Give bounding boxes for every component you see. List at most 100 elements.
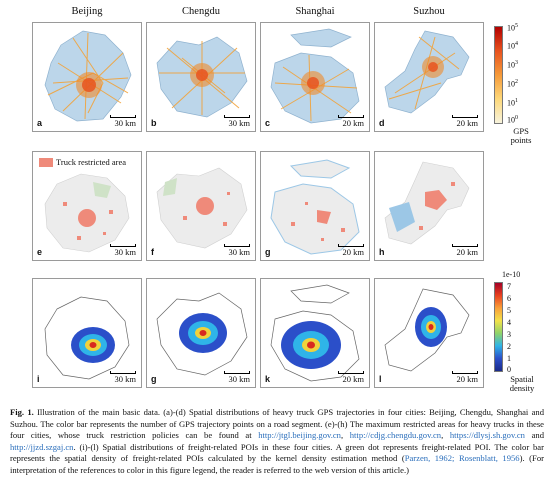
scale-label: 20 km — [342, 374, 365, 384]
panel-letter: g — [151, 374, 157, 384]
panel-b-gps-chengdu: b 30 km — [146, 22, 256, 132]
panel-l-density-suzhou: l 20 km — [374, 278, 484, 388]
density-tick-0: 0 — [507, 365, 511, 374]
density-map-shanghai — [270, 284, 360, 382]
caption-sep-3: and — [524, 430, 545, 441]
scale-label: 30 km — [228, 374, 251, 384]
panel-k-density-shanghai: k 20 km — [260, 278, 370, 388]
gps-map-suzhou — [384, 30, 470, 114]
caption-text-2: . (i)-(l) Spatial distributions of freig… — [10, 441, 544, 464]
figure-label: Fig. 1. — [10, 407, 34, 417]
gps-tick-1e4: 104 — [507, 41, 518, 51]
scale-bar — [110, 371, 136, 374]
figure-caption: Fig. 1. Illustration of the main basic d… — [10, 407, 544, 477]
density-tick-5: 5 — [507, 306, 511, 315]
panel-letter: k — [265, 374, 271, 384]
scale-bar — [224, 371, 250, 374]
scale-label: 20 km — [342, 247, 365, 257]
density-tick-6: 6 — [507, 294, 511, 303]
panel-d-gps-suzhou: d 20 km — [374, 22, 484, 132]
panel-j-density-chengdu: g 30 km — [146, 278, 256, 388]
truck-area-legend-label: Truck restricted area — [56, 157, 127, 167]
truck-area-swatch — [39, 157, 53, 167]
panel-i-density-beijing: i 30 km — [32, 278, 142, 388]
panel-letter: h — [379, 247, 385, 257]
gps-tick-1e0: 100 — [507, 115, 518, 125]
scale-bar — [110, 244, 136, 247]
density-colorbar-gradient — [494, 282, 503, 372]
panel-h-restricted-suzhou: h 20 km — [374, 151, 484, 261]
density-map-chengdu — [156, 292, 248, 376]
scale-bar — [224, 244, 250, 247]
caption-sep-2: , — [441, 430, 450, 441]
density-map-suzhou — [384, 288, 470, 372]
column-header-chengdu: Chengdu — [182, 6, 220, 17]
caption-text-1: Illustration of the main basic data. (a)… — [10, 407, 544, 441]
restricted-map-suzhou — [384, 161, 470, 245]
scale-bar — [452, 371, 478, 374]
gps-colorbar-gradient — [494, 26, 503, 124]
restricted-map-beijing — [44, 173, 130, 253]
restricted-map-shanghai — [270, 159, 360, 255]
density-colorbar-top-label: 1e-10 — [502, 270, 521, 279]
panel-letter: l — [379, 374, 382, 384]
density-colorbar-title: Spatial density — [509, 374, 535, 393]
panel-c-gps-shanghai: c 20 km — [260, 22, 370, 132]
scale-label: 20 km — [456, 118, 479, 128]
scale-label: 30 km — [114, 247, 137, 257]
panel-letter: c — [265, 118, 271, 128]
column-header-shanghai: Shanghai — [295, 6, 335, 17]
density-tick-1: 1 — [507, 354, 511, 363]
column-header-beijing: Beijing — [71, 6, 103, 17]
density-map-beijing — [44, 296, 130, 380]
density-colorbar: 1e-10 7 6 5 4 3 2 1 0 Spatial density — [494, 270, 550, 394]
gps-colorbar-title: GPS points — [510, 126, 532, 145]
panel-e-restricted-beijing: Truck restricted area e 30 km — [32, 151, 142, 261]
restricted-map-chengdu — [156, 167, 248, 249]
density-tick-4: 4 — [507, 318, 511, 327]
scale-bar — [338, 244, 364, 247]
link-suzhou[interactable]: http://jjzd.szgaj.cn — [10, 441, 74, 452]
caption-sep-1: , — [340, 430, 350, 441]
scale-bar — [452, 115, 478, 118]
panel-letter: a — [37, 118, 43, 128]
scale-bar — [224, 115, 250, 118]
scale-label: 30 km — [114, 118, 137, 128]
panel-g-restricted-shanghai: g 20 km — [260, 151, 370, 261]
gps-tick-1e5: 105 — [507, 23, 518, 33]
scale-label: 30 km — [114, 374, 137, 384]
density-tick-3: 3 — [507, 330, 511, 339]
panel-f-restricted-chengdu: f 30 km — [146, 151, 256, 261]
link-beijing[interactable]: http://jtgl.beijing.gov.cn — [258, 430, 341, 441]
column-header-suzhou: Suzhou — [413, 6, 445, 17]
gps-colorbar: 105 104 103 102 101 100 GPS points — [494, 23, 550, 146]
scale-label: 20 km — [342, 118, 365, 128]
scale-label: 30 km — [228, 118, 251, 128]
scale-bar — [338, 115, 364, 118]
density-tick-2: 2 — [507, 342, 511, 351]
scale-bar — [452, 244, 478, 247]
link-chengdu[interactable]: http://cdjg.chengdu.gov.cn — [349, 430, 442, 441]
caption-text-3: ). (For interpretation of the references… — [10, 453, 544, 475]
gps-map-shanghai — [270, 28, 360, 124]
link-shanghai[interactable]: https://dlysj.sh.gov.cn — [449, 430, 525, 441]
panel-letter: g — [265, 247, 271, 257]
scale-bar — [338, 371, 364, 374]
panel-letter: i — [37, 374, 40, 384]
scale-bar — [110, 115, 136, 118]
panel-a-gps-beijing: a 30 km — [32, 22, 142, 132]
scale-label: 30 km — [228, 247, 251, 257]
density-tick-7: 7 — [507, 282, 511, 291]
reference-link[interactable]: Parzen, 1962; Rosenblatt, 1956 — [404, 453, 520, 464]
truck-area-legend: Truck restricted area — [39, 157, 126, 167]
gps-tick-1e2: 102 — [507, 79, 518, 89]
gps-map-chengdu — [156, 36, 248, 118]
scale-label: 20 km — [456, 247, 479, 257]
gps-tick-1e3: 103 — [507, 60, 518, 70]
gps-map-beijing — [44, 30, 132, 122]
panel-letter: e — [37, 247, 43, 257]
gps-tick-1e1: 101 — [507, 98, 518, 108]
panel-letter: b — [151, 118, 157, 128]
panel-letter: d — [379, 118, 385, 128]
scale-label: 20 km — [456, 374, 479, 384]
